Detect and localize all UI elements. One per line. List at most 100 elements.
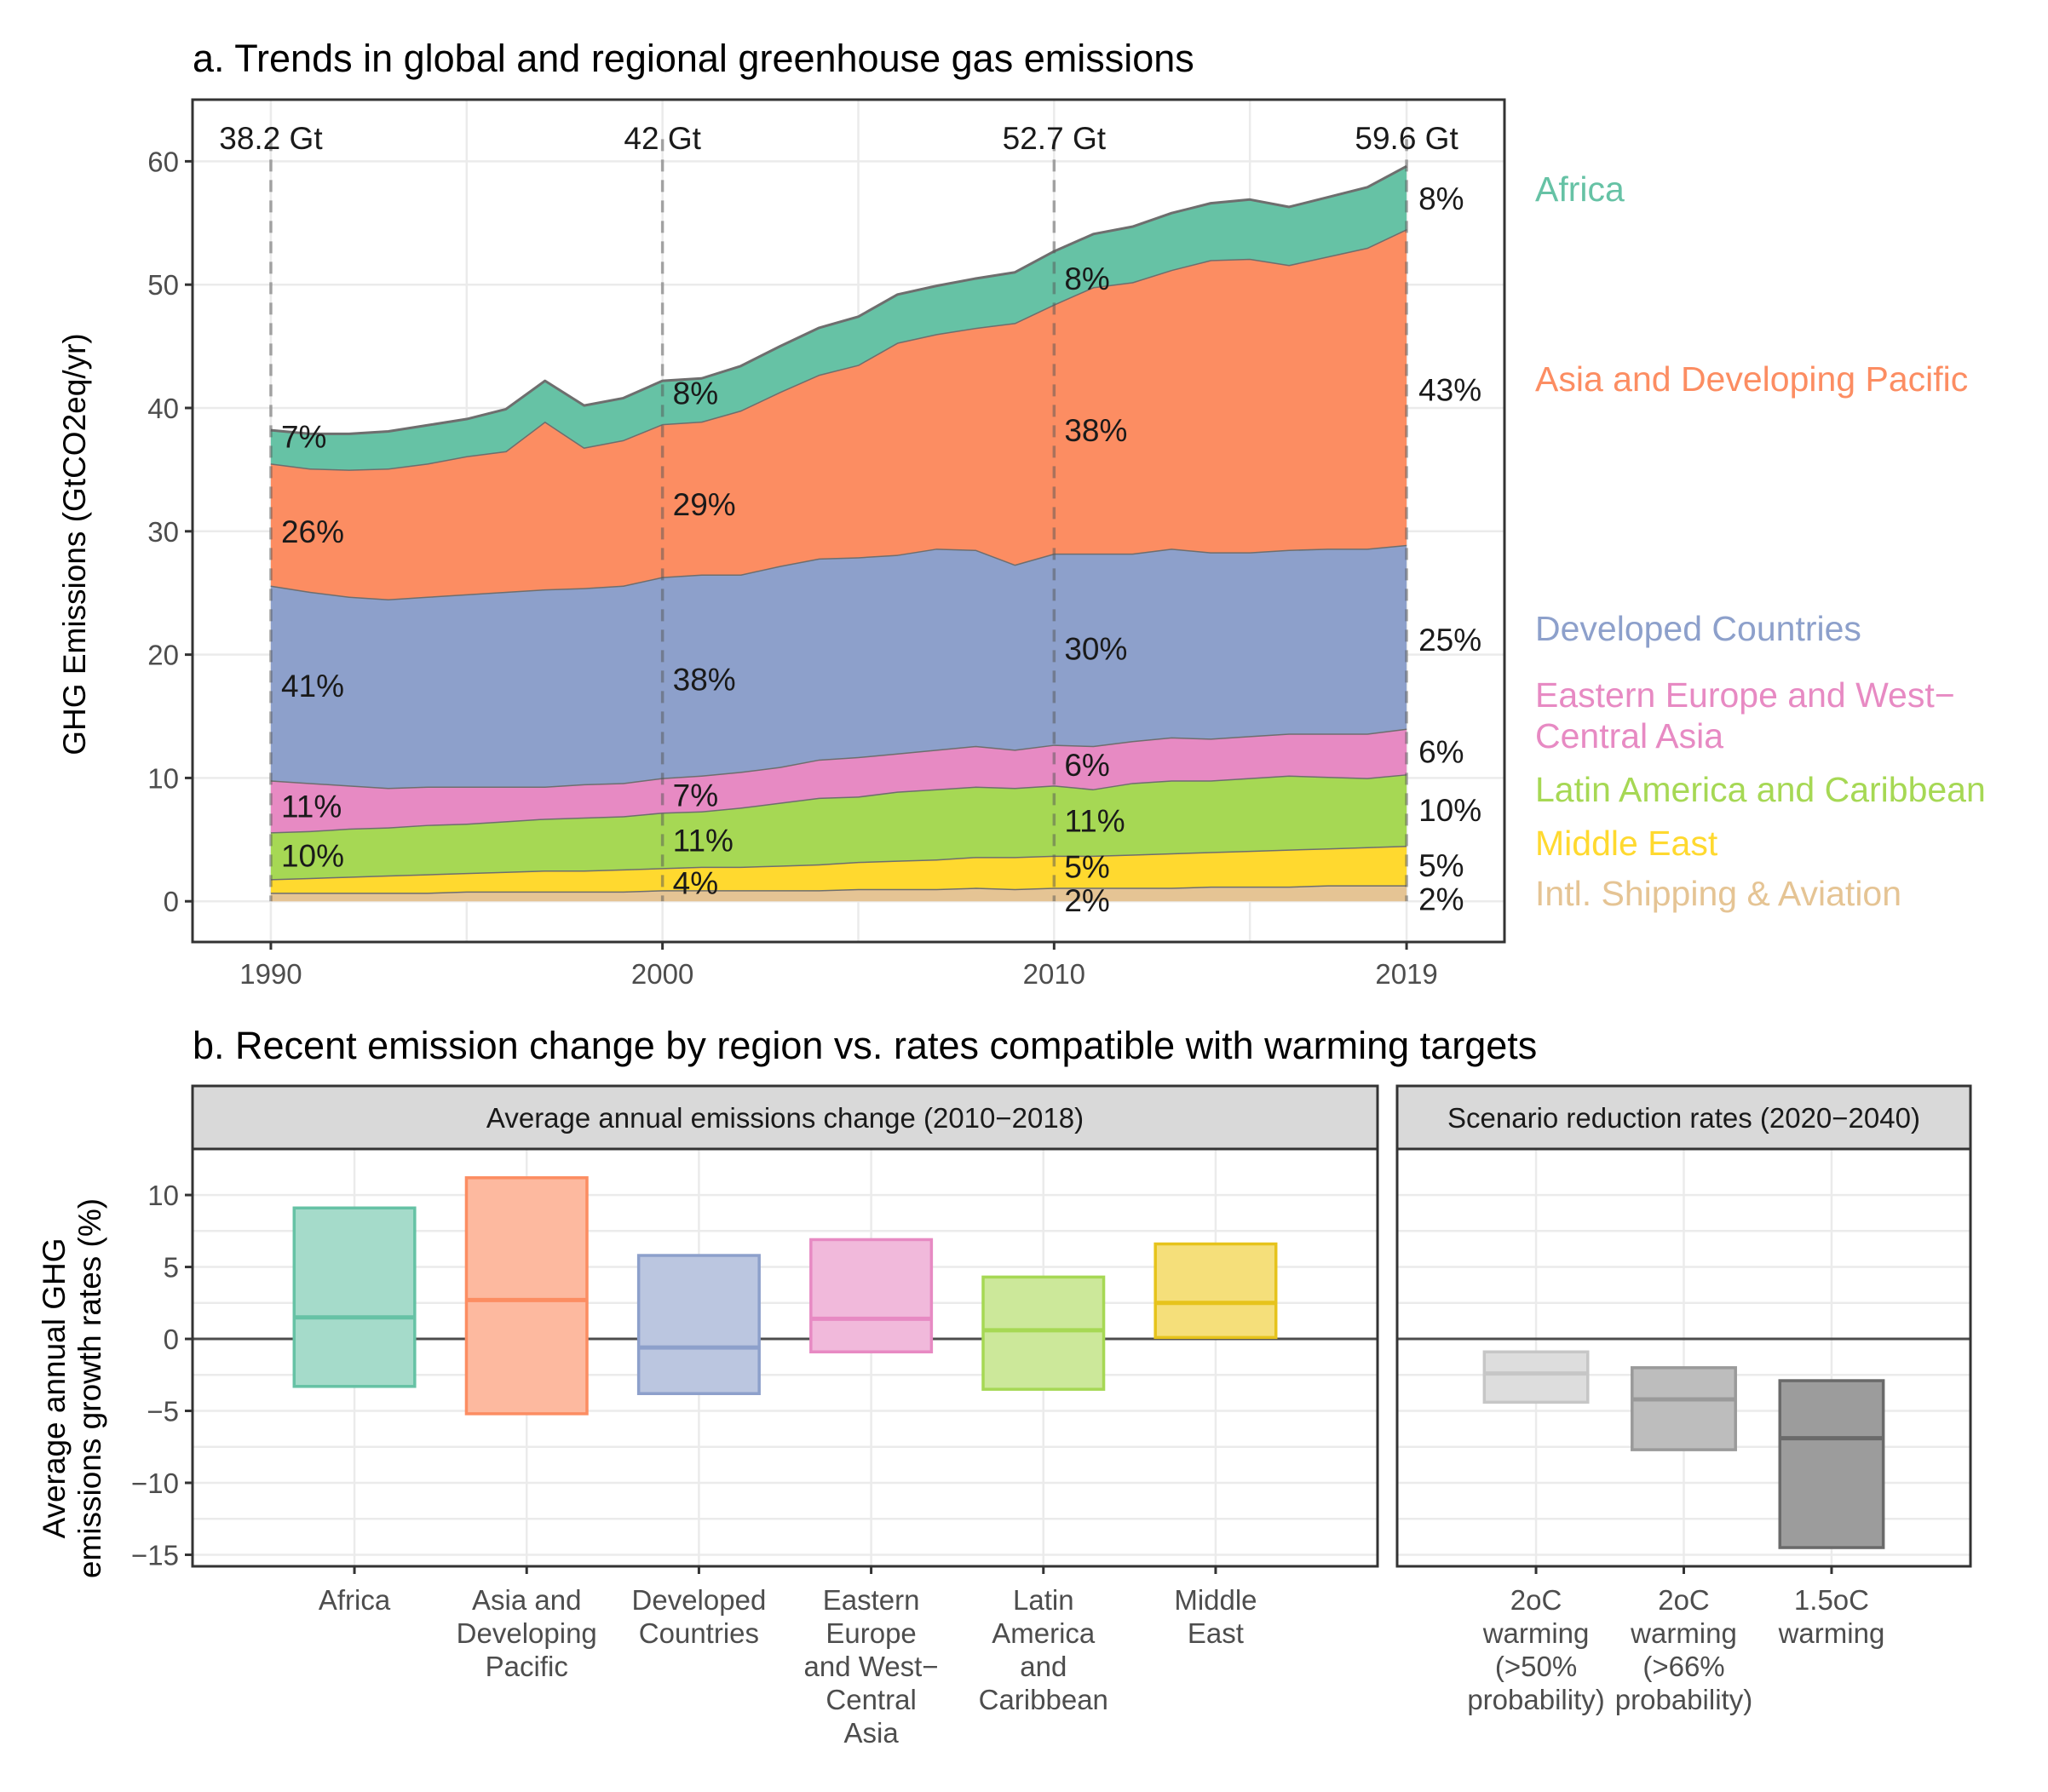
share-label: 26%: [281, 514, 344, 549]
facet-strip-label: Average annual emissions change (2010−20…: [486, 1102, 1084, 1134]
panel-b-y-tick-label: 10: [147, 1180, 179, 1211]
share-label: 2%: [1418, 882, 1464, 916]
panel-a-y-tick-label: 0: [164, 886, 179, 917]
legend-entry: Latin America and Caribbean: [1535, 770, 1986, 809]
share-label: 6%: [1064, 748, 1109, 783]
crossbar-category-label: 2oC: [1510, 1584, 1562, 1616]
crossbar-box: [636, 1254, 761, 1395]
panel-b-y-tick-label: 0: [164, 1324, 179, 1355]
crossbar-box: [809, 1238, 934, 1353]
legend-entry: Developed Countries: [1535, 609, 1861, 648]
panel-a-x-tick-label: 2010: [1023, 958, 1085, 990]
total-emissions-label: 52.7 Gt: [1003, 121, 1107, 156]
legend-entry: Middle East: [1535, 824, 1718, 863]
panel-b-frame: [1395, 1147, 1972, 1568]
crossbar-category-label: probability): [1615, 1684, 1752, 1715]
crossbar-box: [1778, 1379, 1885, 1549]
share-label: 10%: [1418, 793, 1481, 828]
crossbar-box: [464, 1176, 589, 1416]
crossbar-category-label: Developing: [457, 1617, 597, 1649]
crossbar-category-label: warming: [1630, 1617, 1737, 1649]
area-latin-america-and-caribbean: [270, 774, 1407, 880]
area-intl-shipping-aviation: [270, 885, 1407, 902]
total-emissions-label: 42 Gt: [624, 121, 701, 156]
panel-a-y-tick-label: 20: [147, 640, 179, 671]
crossbar-category-label: (>66%: [1642, 1651, 1724, 1682]
total-emissions-label: 59.6 Gt: [1355, 121, 1458, 156]
panel-a-y-tick-label: 40: [147, 393, 179, 424]
crossbar-category-label: Caribbean: [979, 1684, 1108, 1715]
facet-strip: [1395, 1084, 1972, 1151]
share-label: 30%: [1064, 631, 1127, 666]
crossbar-category-label: (>50%: [1495, 1651, 1577, 1682]
crossbar-category-label: America: [992, 1617, 1096, 1649]
crossbar-category-label: warming: [1482, 1617, 1590, 1649]
panel-a-y-tick-label: 50: [147, 269, 179, 301]
share-label: 8%: [673, 376, 718, 411]
panel-b-y-tick-label: −10: [131, 1467, 179, 1499]
legend-entry: Africa: [1535, 169, 1625, 209]
panel-b-frame: [191, 1147, 1379, 1568]
panel-a-title: a. Trends in global and regional greenho…: [193, 37, 1194, 80]
share-label: 4%: [673, 865, 718, 900]
panel-b-y-tick-label: −5: [147, 1396, 179, 1427]
area-africa: [270, 166, 1407, 470]
share-label: 7%: [673, 778, 718, 813]
panel-b-title: b. Recent emission change by region vs. …: [193, 1024, 1537, 1067]
panel-a-frame: [191, 98, 1506, 944]
crossbar-category-label: 1.5oC: [1794, 1584, 1869, 1616]
crossbar-category-label: Eastern: [823, 1584, 920, 1616]
share-label: 38%: [1064, 413, 1127, 448]
panel-b-y-tick-label: 5: [164, 1252, 179, 1284]
panel-b-y-axis-label-line2: emissions growth rates (%): [72, 1198, 107, 1578]
share-label: 6%: [1418, 734, 1464, 769]
panel-a-x-tick-label: 1990: [239, 958, 302, 990]
share-label: 41%: [281, 669, 344, 704]
crossbar-category-label: and: [1020, 1651, 1067, 1682]
share-label: 5%: [1064, 850, 1109, 885]
legend-entry: Eastern Europe and West−: [1535, 675, 1955, 715]
legend-entry: Intl. Shipping & Aviation: [1535, 874, 1901, 913]
area-asia-and-developing-pacific: [270, 229, 1407, 600]
area-eastern-europe-and-west-central-asia: [270, 728, 1407, 833]
crossbar-category-label: Middle: [1174, 1584, 1257, 1616]
legend-entry-line2: Central Asia: [1535, 716, 1723, 755]
share-label: 11%: [281, 790, 342, 824]
panel-a-y-tick-label: 60: [147, 146, 179, 177]
share-label: 7%: [281, 419, 326, 454]
share-label: 8%: [1064, 261, 1109, 296]
crossbar-category-label: Developed: [632, 1584, 767, 1616]
share-label: 8%: [1418, 181, 1464, 216]
share-label: 11%: [1064, 803, 1125, 838]
facet-strip-label: Scenario reduction rates (2020−2040): [1447, 1102, 1920, 1134]
crossbar-category-label: and West−: [804, 1651, 939, 1682]
crossbar-box: [1153, 1242, 1278, 1340]
area-top-line: [270, 164, 1407, 435]
panel-a-y-axis-label: GHG Emissions (GtCO2eq/yr): [57, 333, 92, 755]
crossbar-category-label: Asia and: [472, 1584, 581, 1616]
crossbar-box: [981, 1275, 1106, 1391]
crossbar-category-label: East: [1188, 1617, 1244, 1649]
panel-a-x-tick-label: 2019: [1375, 958, 1437, 990]
share-label: 5%: [1418, 848, 1464, 883]
share-label: 29%: [673, 487, 736, 522]
panel-a-y-tick-label: 30: [147, 516, 179, 548]
share-label: 38%: [673, 663, 736, 698]
crossbar-box: [1631, 1366, 1737, 1451]
panel-a-area-chart: 38.2 Gt 42 Gt 52.7 Gt 59.6 Gt 7% 26% 41% 11% 10%…: [147, 98, 1986, 990]
crossbar-category-label: Europe: [826, 1617, 916, 1649]
area-developed-countries: [270, 544, 1407, 788]
panel-b-y-tick-label: −15: [131, 1539, 179, 1571]
crossbar-box: [292, 1206, 417, 1388]
facet-strip: [191, 1084, 1379, 1151]
crossbar-category-label: probability): [1467, 1684, 1604, 1715]
panel-b-y-axis-label-line1: Average annual GHG: [37, 1238, 72, 1538]
area-middle-east: [270, 846, 1407, 893]
share-label: 2%: [1064, 883, 1109, 918]
share-label: 11%: [673, 824, 733, 859]
crossbar-category-label: Pacific: [486, 1651, 568, 1682]
crossbar-category-label: warming: [1778, 1617, 1885, 1649]
crossbar-category-label: Asia: [843, 1717, 899, 1749]
